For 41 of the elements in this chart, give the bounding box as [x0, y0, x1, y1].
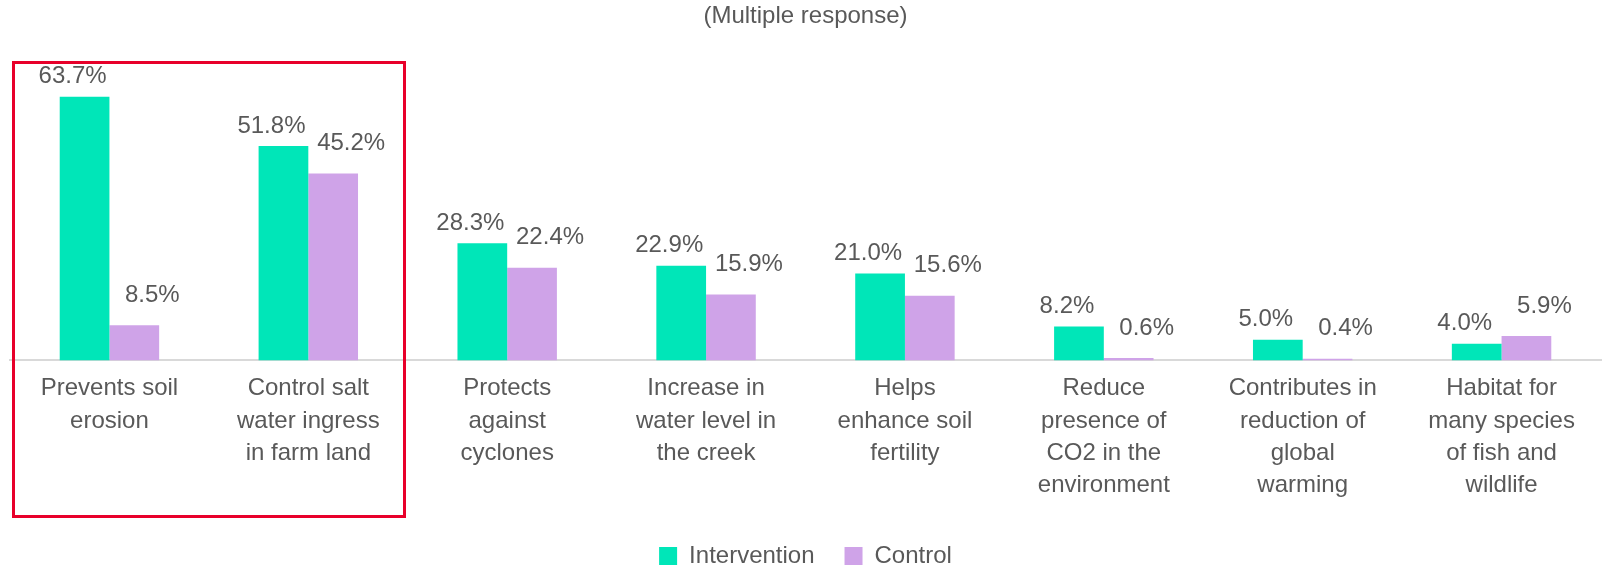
x-tick-label: Control salt water ingress in farm land	[235, 373, 380, 466]
data-label: 15.6%	[913, 250, 982, 278]
data-label: 28.3%	[436, 207, 505, 235]
data-label: 4.0%	[1437, 308, 1493, 336]
x-tick-label: Reduce presence of CO2 in the environment	[1037, 373, 1171, 498]
data-label: 8.2%	[1039, 291, 1095, 319]
data-label: 22.4%	[516, 222, 585, 250]
bar	[1252, 339, 1303, 361]
chart-subtitle: (Multiple response)	[703, 1, 908, 29]
x-tick-label: Protects against cyclones	[460, 373, 554, 466]
data-label: 21.0%	[834, 238, 903, 266]
bar	[59, 96, 110, 361]
bar	[258, 146, 309, 361]
bar	[706, 294, 756, 361]
data-label: 8.5%	[124, 279, 180, 307]
bar	[109, 325, 160, 361]
bar	[1451, 343, 1502, 361]
bar	[1501, 335, 1552, 361]
bar	[855, 273, 905, 361]
bar	[904, 295, 955, 361]
data-label: 63.7%	[38, 61, 107, 89]
x-tick-label: Increase in water level in the creek	[635, 373, 777, 466]
data-label: 22.9%	[635, 230, 704, 258]
x-tick-label: Helps enhance soil fertility	[837, 373, 973, 466]
data-label: 15.9%	[714, 249, 783, 277]
data-label: 0.6%	[1119, 312, 1175, 340]
bar	[656, 265, 707, 361]
data-label: 0.4%	[1318, 313, 1373, 341]
bar	[457, 243, 508, 361]
legend-label: Intervention	[689, 540, 815, 568]
data-label: 45.2%	[317, 128, 386, 156]
x-tick-label: Prevents soil erosion	[40, 373, 179, 433]
legend-label: Control	[874, 540, 952, 568]
x-tick-label: Contributes in reduction of global warming	[1228, 373, 1377, 498]
data-label: 5.9%	[1517, 290, 1572, 318]
x-tick-label: Habitat for many species of fish and wildlife	[1428, 373, 1575, 498]
bar	[1054, 326, 1104, 361]
bar	[308, 173, 359, 361]
data-label: 51.8%	[237, 110, 306, 138]
data-label: 5.0%	[1238, 304, 1294, 332]
bar	[507, 267, 557, 361]
